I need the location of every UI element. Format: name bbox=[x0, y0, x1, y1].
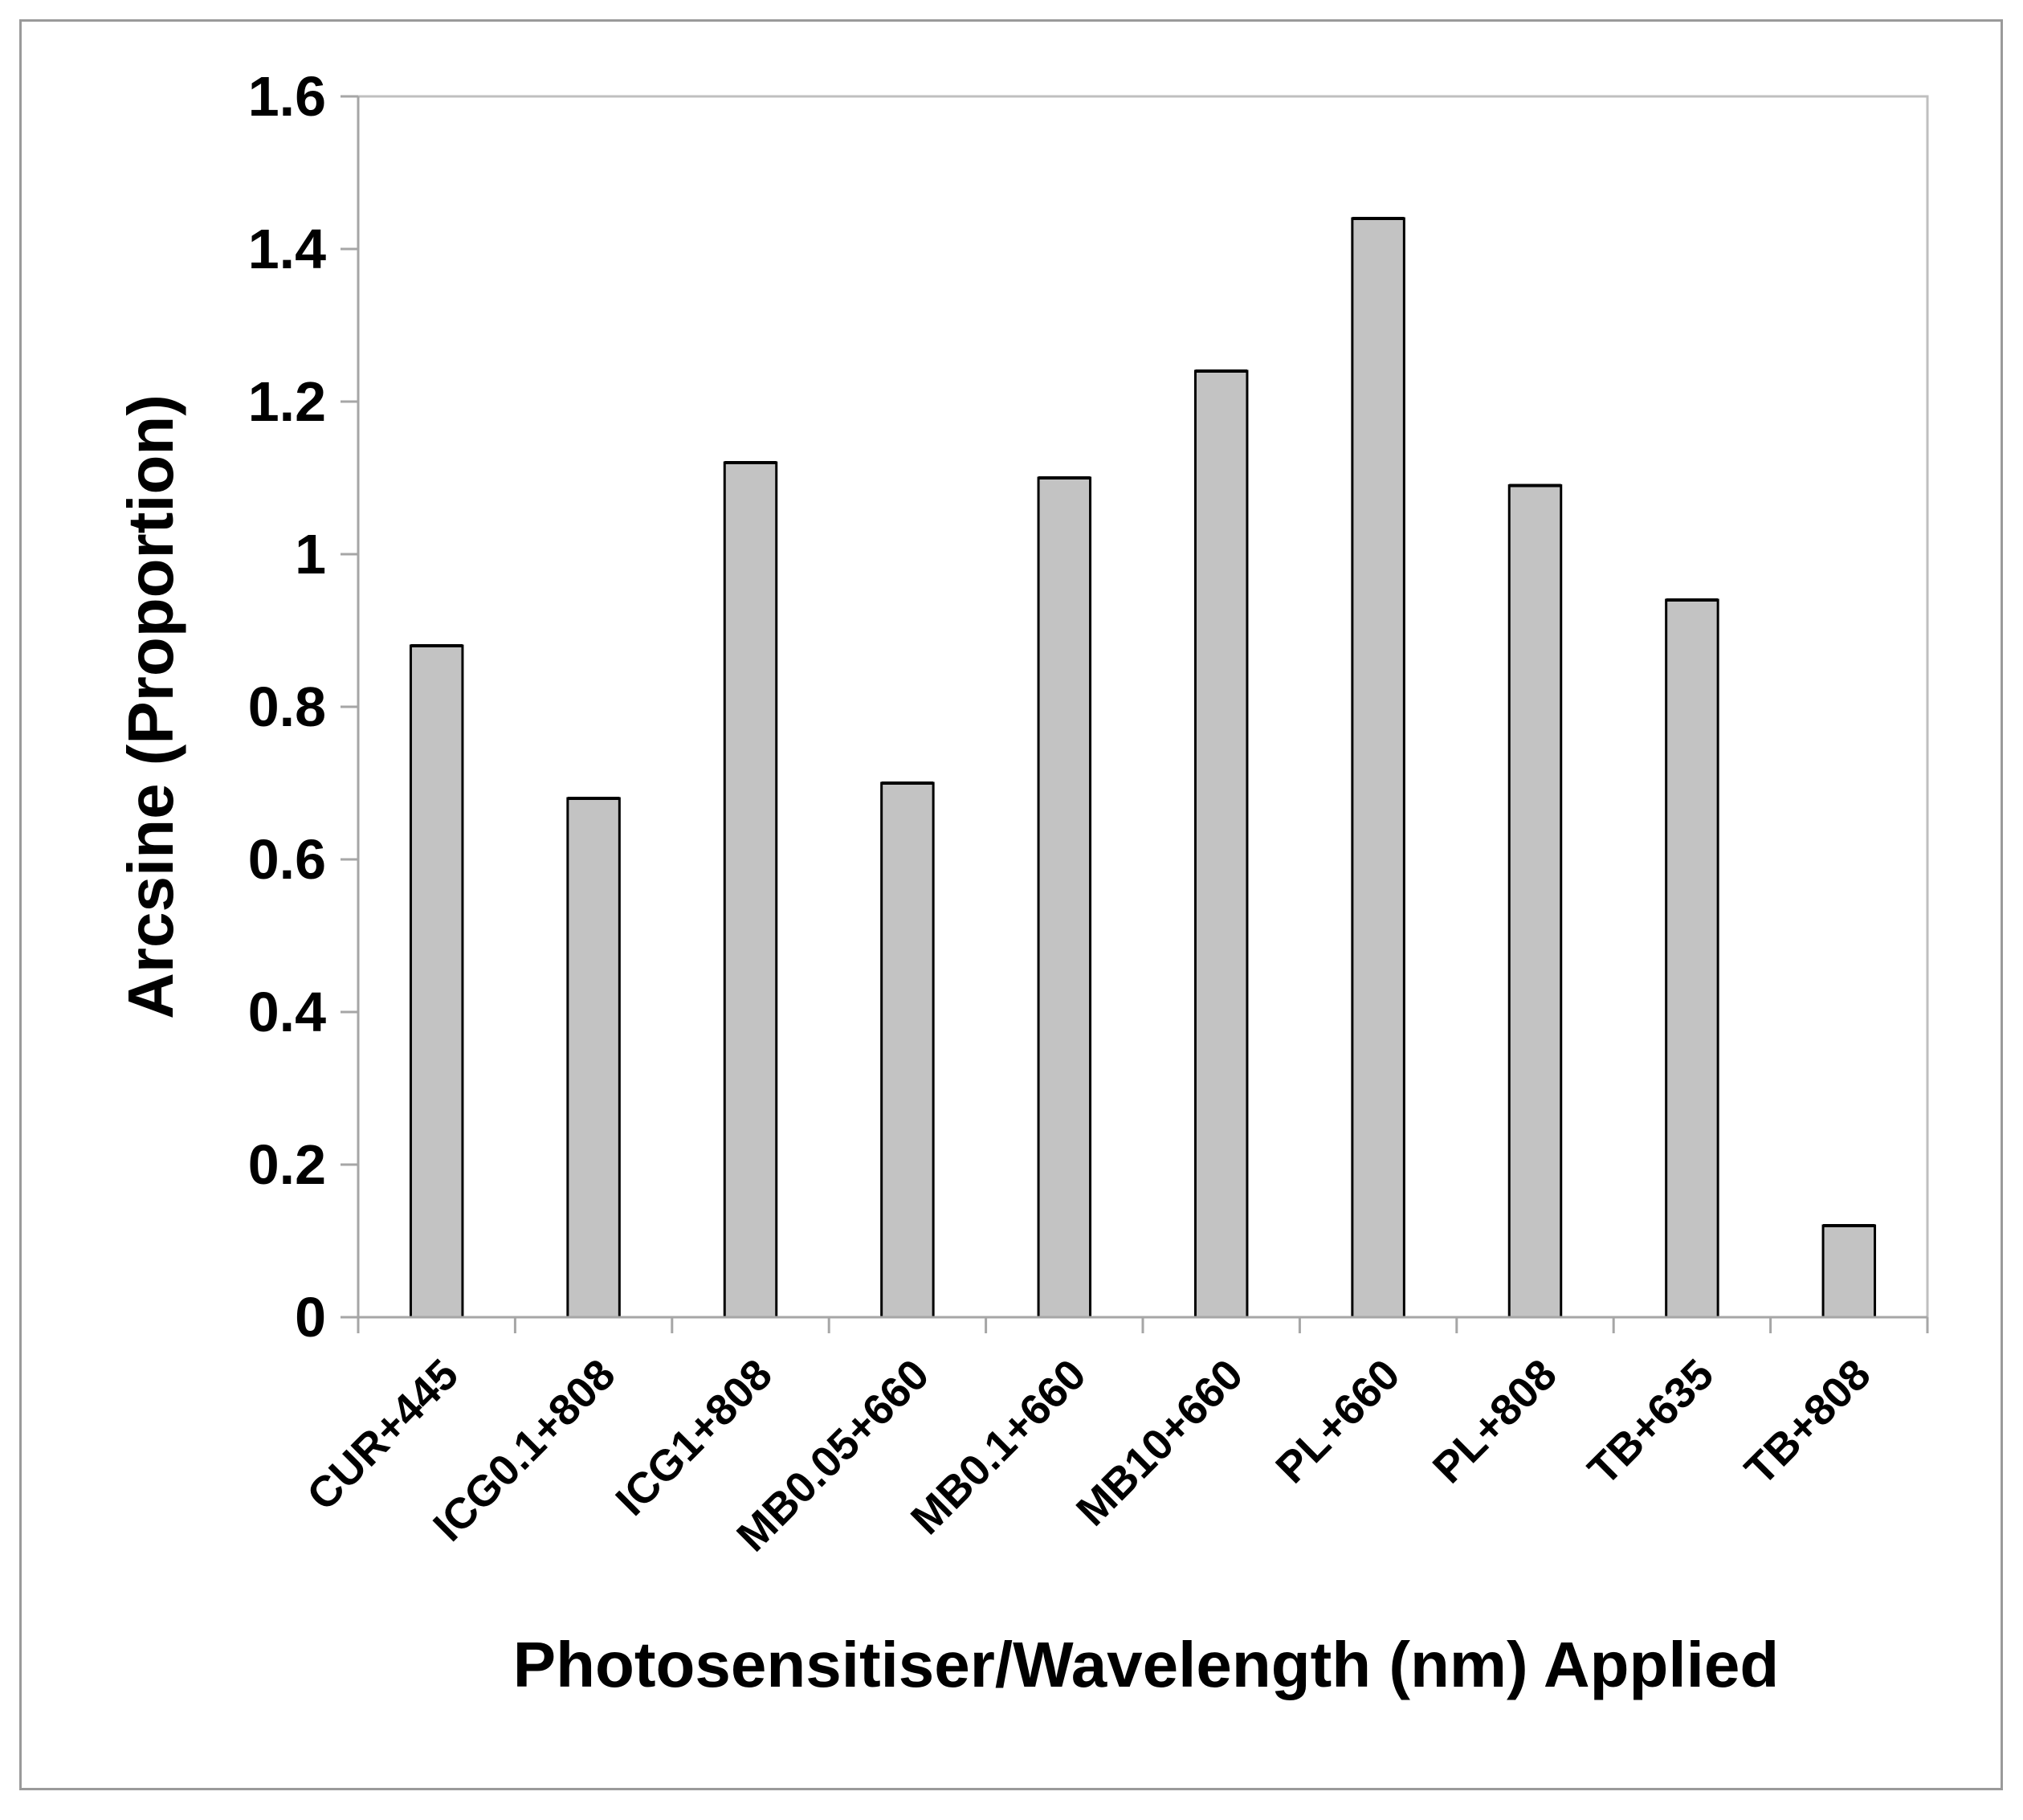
x-category-label: PL+660 bbox=[1266, 1350, 1409, 1492]
x-category-label: PL+808 bbox=[1424, 1350, 1566, 1492]
y-tick-label: 0.6 bbox=[248, 828, 326, 891]
y-tick-label: 1.4 bbox=[248, 218, 326, 280]
y-tick-label: 1.2 bbox=[248, 370, 326, 433]
bars bbox=[409, 217, 1877, 1319]
y-tick-label: 1.6 bbox=[248, 65, 326, 128]
y-tick-label: 1 bbox=[295, 523, 326, 586]
bar-mb10-660 bbox=[1193, 369, 1249, 1319]
y-tick-label: 0 bbox=[295, 1286, 326, 1349]
x-category-label: TB+808 bbox=[1735, 1350, 1879, 1494]
bar-tb-635 bbox=[1665, 598, 1719, 1319]
x-category-label: MB10+660 bbox=[1067, 1350, 1252, 1535]
y-axis-ticks: 0 0.2 0.4 0.6 0.8 1 1.2 1.4 1.6 bbox=[248, 65, 358, 1349]
bar-icg1-808 bbox=[723, 461, 778, 1319]
bar-icg0-1-808 bbox=[566, 797, 621, 1319]
x-axis-title: Photosensitiser/Wavelength (nm) Applied bbox=[513, 1629, 1779, 1700]
bar-tb-808 bbox=[1821, 1224, 1877, 1319]
y-tick-label: 0.8 bbox=[248, 675, 326, 738]
x-axis-category-labels: CUR+445ICG0.1+808ICG1+808MB0.05+660MB0.1… bbox=[298, 1350, 1880, 1561]
bar-pl-660 bbox=[1351, 217, 1405, 1319]
bar-mb0-05-660 bbox=[880, 781, 935, 1319]
bar-mb0-1-660 bbox=[1037, 476, 1092, 1319]
y-tick-label: 0.2 bbox=[248, 1133, 326, 1196]
bar-pl-808 bbox=[1507, 484, 1563, 1319]
y-axis-title: Arcsine (Proportion) bbox=[115, 394, 186, 1019]
y-tick-label: 0.4 bbox=[248, 981, 326, 1043]
x-category-label: CUR+445 bbox=[298, 1350, 467, 1520]
x-axis-ticks bbox=[357, 1317, 1929, 1333]
x-category-label: TB+635 bbox=[1579, 1350, 1723, 1494]
bar-cur-445 bbox=[409, 644, 464, 1319]
